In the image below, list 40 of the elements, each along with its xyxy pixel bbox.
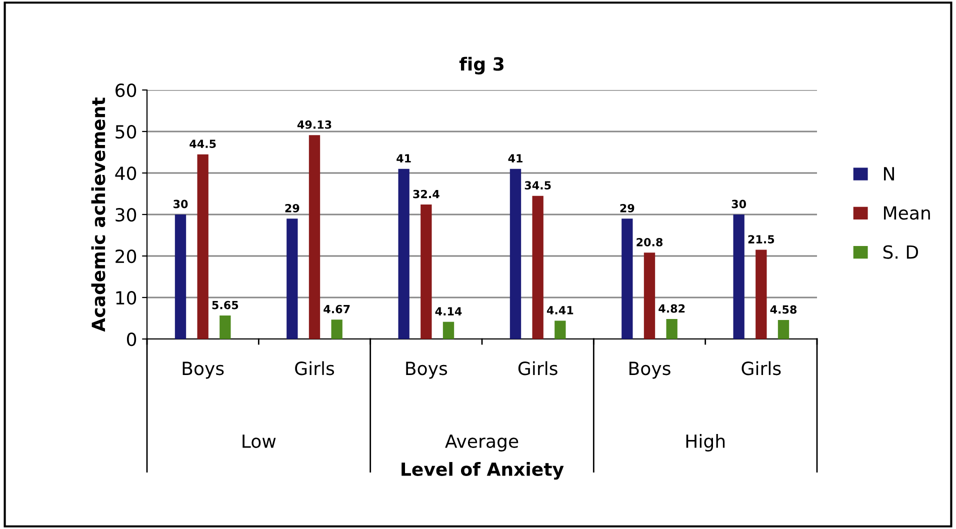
data-label: 32.4 <box>413 190 440 198</box>
legend-label: Mean <box>884 206 930 220</box>
y-tick-label: 60 <box>116 83 136 98</box>
x-tick-label: Boys <box>182 362 224 379</box>
data-label: 41 <box>508 154 522 162</box>
data-label: 21.5 <box>748 235 774 244</box>
x-tick-label: Boys <box>406 362 448 379</box>
data-label: 4.41 <box>546 306 574 314</box>
y-tick-label: 20 <box>116 249 136 264</box>
data-label: 30 <box>732 200 746 208</box>
text: High <box>686 434 725 452</box>
data-label: 34.5 <box>524 181 551 190</box>
y-tick-label: 0 <box>126 332 136 346</box>
text: Low <box>242 434 276 448</box>
data-label: 49.13 <box>297 120 332 129</box>
data-label: 4.14 <box>435 307 462 316</box>
x-tick-label: Girls <box>295 361 334 376</box>
legend-label: N <box>884 167 894 180</box>
legend-label: S. D <box>883 245 918 259</box>
data-label: 4.67 <box>324 304 350 314</box>
data-label: 29 <box>285 204 300 212</box>
data-label: 41 <box>396 154 411 162</box>
x-tick-label: Girls <box>518 361 558 376</box>
data-label: 29 <box>620 204 634 212</box>
text: Average <box>445 434 518 452</box>
y-tick-label: 50 <box>116 124 136 139</box>
y-tick-label: 30 <box>116 208 136 222</box>
y-tick-label: 40 <box>115 166 136 180</box>
y-tick-label: 10 <box>116 290 136 305</box>
data-label: 20.8 <box>636 238 663 246</box>
chart-title: fig 3 <box>459 56 504 74</box>
x-axis-title: Level of Anxiety <box>402 462 564 480</box>
x-tick-label: Boys <box>630 362 670 379</box>
data-label: 30 <box>174 200 188 208</box>
data-label: 44.5 <box>190 140 216 148</box>
data-label: 5.65 <box>212 300 238 310</box>
data-label: 4.82 <box>658 304 685 313</box>
y-axis-title: Academic achievement <box>91 98 106 332</box>
x-tick-label: Girls <box>742 361 781 376</box>
data-label: 4.58 <box>770 305 797 314</box>
